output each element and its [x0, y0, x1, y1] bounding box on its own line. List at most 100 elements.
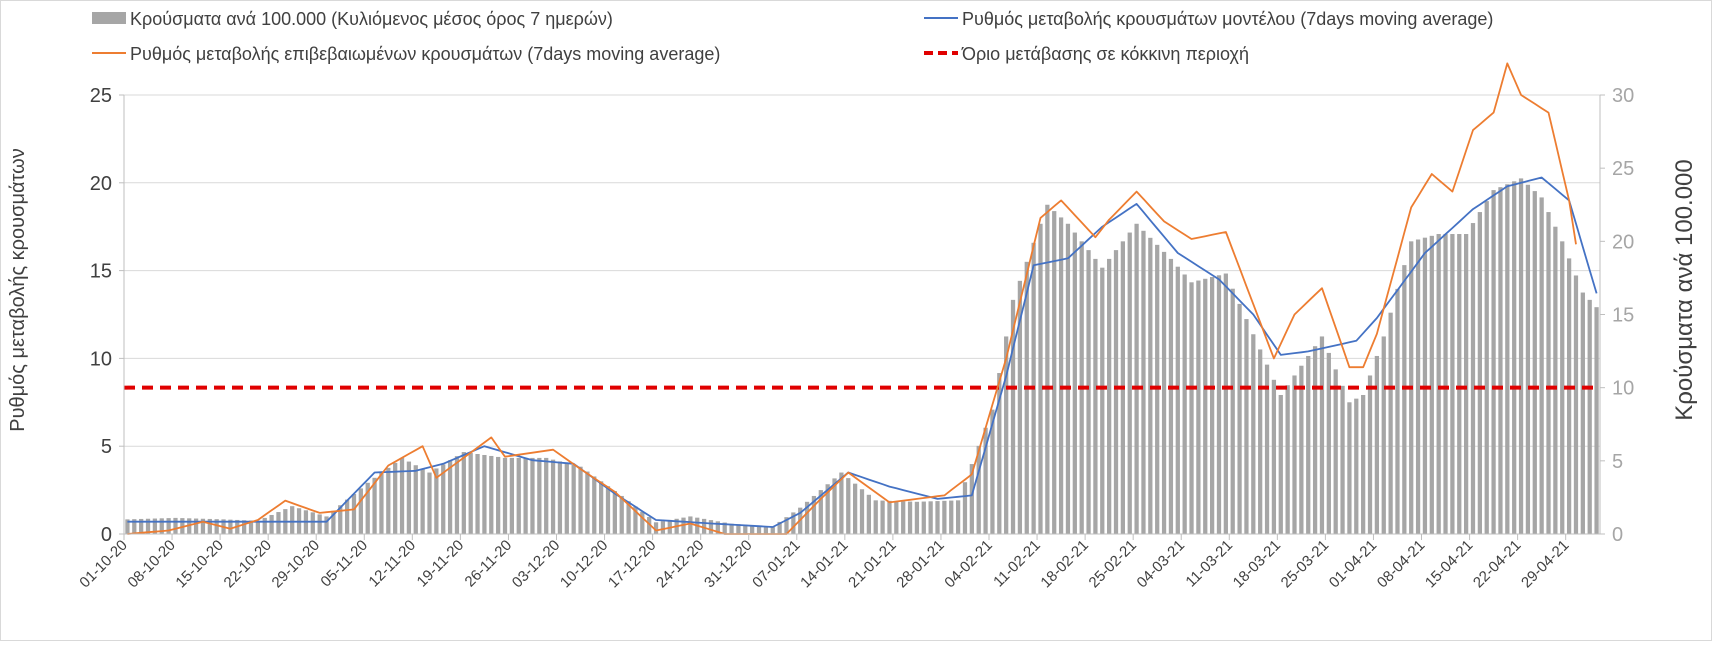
- bar: [550, 459, 556, 534]
- bar: [1498, 187, 1503, 534]
- bar: [242, 520, 247, 534]
- bar: [310, 512, 315, 534]
- bar: [1470, 223, 1476, 534]
- bar: [1292, 375, 1297, 534]
- bar: [523, 457, 528, 534]
- bar: [832, 478, 837, 534]
- bar: [351, 494, 357, 534]
- bar: [386, 467, 391, 534]
- bar: [125, 519, 130, 534]
- bar: [605, 486, 611, 534]
- bars-series: [125, 178, 1599, 535]
- bar: [496, 456, 501, 534]
- bar: [969, 464, 974, 534]
- bar: [701, 518, 707, 534]
- bar: [1168, 258, 1174, 534]
- bar: [1573, 275, 1579, 534]
- bar: [729, 523, 734, 534]
- bar: [1299, 365, 1304, 534]
- x-tick-label: 04-02-21: [941, 537, 995, 591]
- x-tick-label: 04-03-21: [1134, 537, 1188, 591]
- bar: [791, 512, 796, 534]
- bar: [1464, 234, 1469, 534]
- bar: [928, 501, 933, 534]
- bar: [1038, 223, 1043, 535]
- bar: [612, 491, 617, 534]
- bar: [557, 461, 563, 534]
- bar: [1326, 352, 1331, 534]
- bar: [901, 501, 906, 534]
- x-tick-label: 05-11-20: [317, 537, 371, 591]
- bar: [1484, 201, 1489, 534]
- bar: [914, 501, 920, 534]
- legend: Κρούσματα ανά 100.000 (Κυλιόμενος μέσος …: [92, 9, 1493, 64]
- bar: [379, 472, 384, 534]
- right-tick-label: 30: [1612, 85, 1634, 107]
- right-tick-label: 20: [1612, 231, 1634, 253]
- bar: [859, 489, 865, 534]
- bar: [1189, 282, 1194, 534]
- left-tick-label: 5: [101, 436, 112, 458]
- bar: [317, 514, 322, 534]
- x-tick-label: 11-03-21: [1182, 537, 1236, 591]
- bar: [976, 445, 981, 534]
- bar: [825, 484, 830, 534]
- bar: [653, 522, 659, 534]
- x-tick-label: 22-10-20: [221, 537, 275, 591]
- x-tick-label: 14-01-21: [797, 537, 851, 591]
- x-tick-label: 17-12-20: [605, 537, 659, 591]
- bar: [585, 471, 590, 534]
- bar: [1223, 273, 1228, 534]
- bar: [441, 464, 446, 534]
- x-tick-label: 29-10-20: [269, 537, 323, 591]
- bar: [1058, 217, 1064, 534]
- bar: [1381, 336, 1386, 534]
- bar: [399, 457, 405, 534]
- x-tick-label: 11-02-21: [990, 537, 1044, 591]
- bar: [743, 524, 748, 534]
- bar: [907, 501, 913, 534]
- x-tick-label: 08-04-21: [1374, 537, 1428, 591]
- bar: [1196, 280, 1201, 534]
- bar: [763, 526, 769, 534]
- bar: [1072, 232, 1077, 534]
- bar: [139, 518, 144, 534]
- bar: [990, 409, 995, 534]
- bar: [1216, 275, 1222, 534]
- bar: [1333, 369, 1338, 534]
- lines-layer: [124, 62, 1600, 535]
- right-tick-label: 25: [1612, 158, 1634, 180]
- right-axis-title: Κρούσματα ανά 100.000: [1671, 159, 1698, 421]
- bar: [393, 462, 398, 534]
- bar: [784, 517, 789, 534]
- bar: [1209, 277, 1215, 534]
- bar: [1518, 178, 1524, 534]
- left-tick-label: 25: [90, 85, 112, 107]
- x-tick-label: 26-11-20: [462, 537, 516, 591]
- bar: [1395, 288, 1400, 534]
- bar: [660, 521, 666, 534]
- bar: [983, 427, 988, 534]
- left-tick-label: 0: [101, 524, 112, 546]
- bar: [1367, 375, 1373, 534]
- bar: [1505, 184, 1510, 534]
- bar: [1175, 266, 1180, 534]
- legend-label-model: Ρυθμός μεταβολής κρουσμάτων μοντέλου (7d…: [962, 9, 1493, 29]
- bar: [592, 476, 597, 534]
- bar: [1340, 385, 1345, 534]
- bar: [537, 457, 542, 534]
- left-tick-label: 10: [90, 348, 112, 370]
- bar: [166, 518, 171, 534]
- bar: [132, 519, 137, 534]
- bar: [619, 495, 624, 534]
- bar: [955, 500, 961, 534]
- bar: [1553, 226, 1558, 534]
- bar: [406, 461, 412, 534]
- bar: [269, 514, 274, 534]
- bar: [1312, 346, 1318, 534]
- confirmed-series-line: [127, 62, 1577, 535]
- bar: [1347, 402, 1352, 534]
- bar: [962, 482, 968, 534]
